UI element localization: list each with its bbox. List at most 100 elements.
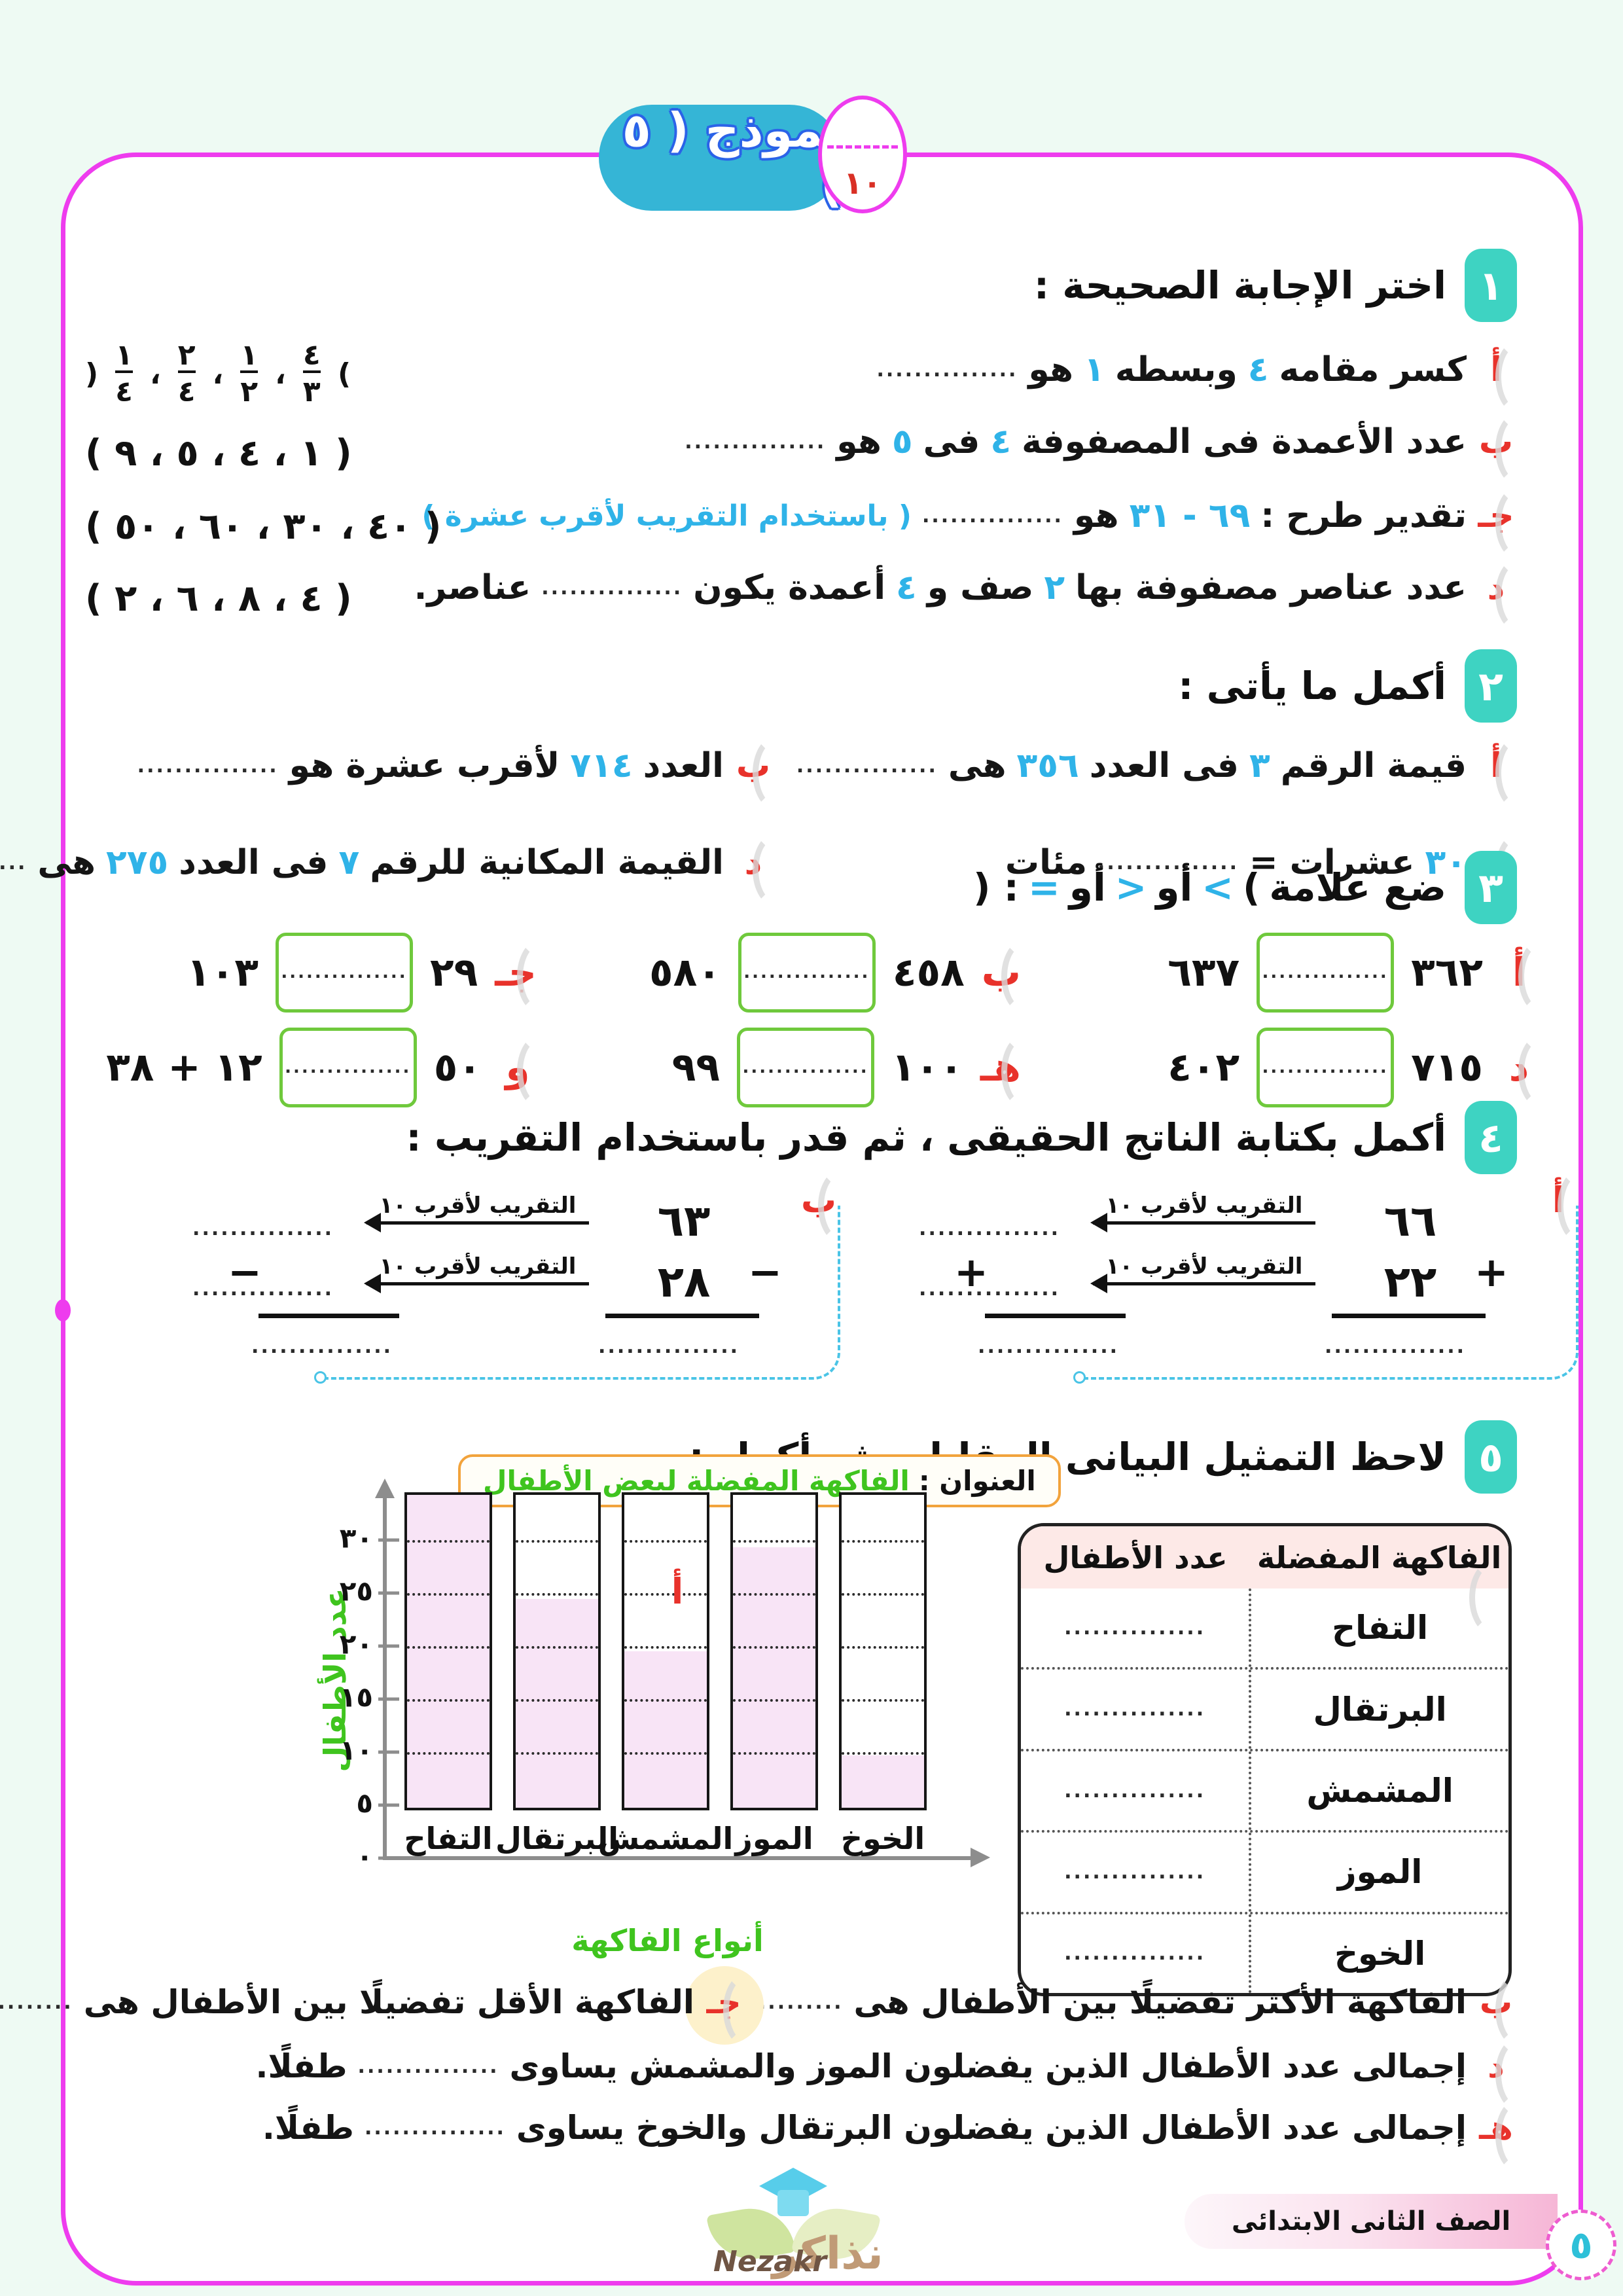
paren: ) : (973, 865, 1020, 910)
bar-البرتقال: البرتقال (495, 1492, 618, 1856)
answer-blank[interactable]: ............... (876, 358, 1018, 382)
text: وبسطه (1115, 350, 1238, 389)
q1-d-choices: ( ٤ ، ٨ ، ٦ ، ٢ ) (85, 577, 352, 620)
number-highlight: ٣٥٦ (1016, 746, 1079, 785)
count-blank[interactable]: ............... (1064, 1616, 1206, 1640)
rounding-note: ( باستخدام التقريب لأقرب عشرة ) (421, 499, 912, 533)
fruit-name: الخوخ (1249, 1914, 1508, 1993)
q3-badge: ٣ (1465, 851, 1517, 924)
rounded-blank[interactable]: ............... (919, 1278, 1060, 1300)
y-tick-label: ٠ (298, 1840, 399, 1873)
less-symbol: < (1115, 865, 1147, 910)
bar-المشمش: المشمش (598, 1492, 733, 1856)
q1-c-choices: ( ٤٠ ، ٣٠ ، ٦٠ ، ٥٠ ) (85, 505, 442, 548)
q2-item-b: ب العدد ٧١٤ لأقرب عشرة هو ..............… (137, 736, 772, 810)
q3-item-e: هـ ١٠٠ ............... ٩٩ (671, 1028, 1021, 1109)
answer-blank[interactable]: ............... (357, 2054, 499, 2078)
item-letter: أ (1500, 939, 1538, 1014)
compare-right-number: ٧١٥ (1411, 1045, 1483, 1090)
arrow-line (364, 1213, 589, 1232)
compare-right-number: ١٠٠ (891, 1045, 963, 1090)
item-letter: أ (1477, 340, 1515, 414)
score-blank-line[interactable] (827, 145, 898, 149)
answer-blank[interactable]: ............... (796, 754, 938, 778)
compare-box[interactable]: ............... (276, 933, 413, 1013)
q4-problem-b: ب ٦٣ التقريب لأقرب ١٠ ............... − … (192, 1169, 838, 1376)
number-highlight: ٢٧٥ (106, 843, 169, 882)
arrow-line (1090, 1213, 1315, 1232)
arrow-line (1090, 1274, 1315, 1293)
chart-y-axis (375, 1479, 395, 1860)
subtrahend: ٢٨ (657, 1257, 711, 1307)
minuend: ٦٣ (657, 1196, 711, 1246)
answer-blank[interactable]: ............... (685, 430, 827, 454)
answer-blank[interactable]: ............... (1097, 851, 1239, 874)
operation-sign: + (954, 1248, 988, 1296)
q1-item-a: أ كسر مقامه ٤ وبسطه ١ هو ............... (876, 340, 1515, 414)
item-letter: أ (1539, 1169, 1577, 1244)
item-letter: جـ (1478, 486, 1514, 560)
compare-left-number: ٦٣٧ (1168, 950, 1240, 996)
compare-left-number: ٩٩ (671, 1045, 721, 1090)
item-letter: د (1477, 2037, 1515, 2111)
compare-box[interactable]: ............... (737, 1028, 875, 1107)
q4-badge: ٤ (1465, 1101, 1517, 1174)
actual-result-blank[interactable]: ............... (598, 1335, 740, 1358)
operation-sign: − (228, 1248, 262, 1296)
chart-title-label: العنوان : (918, 1465, 1036, 1497)
compare-left-number: ٤٠٢ (1168, 1045, 1240, 1090)
q4-title: أكمل بكتابة الناتج الحقيقى ، ثم قدر باست… (406, 1115, 1446, 1160)
number-highlight: ٧١٤ (570, 746, 633, 785)
compare-right-number: ٤٥٨ (892, 950, 965, 996)
compare-box[interactable]: ............... (1257, 1028, 1395, 1107)
rounded-blank[interactable]: ............... (192, 1278, 334, 1300)
estimate-result-blank[interactable]: ............... (251, 1335, 393, 1358)
actual-result-blank[interactable]: ............... (1325, 1335, 1466, 1358)
answer-blank[interactable]: ............... (541, 576, 683, 600)
q5-item-e: هـ إجمالى عدد الأطفال الذين يفضلون البرت… (262, 2098, 1515, 2173)
answer-blank[interactable]: ............... (921, 504, 1063, 528)
answer-blank[interactable]: ............... (364, 2116, 506, 2140)
rounded-blank[interactable]: ............... (919, 1217, 1060, 1240)
text: هو (1028, 350, 1074, 389)
count-blank[interactable]: ............... (1064, 1860, 1206, 1884)
q3-item-a: أ ٣٦٢ ............... ٦٣٧ (1168, 933, 1538, 1014)
fruit-table: الفاكهة المفضلة عدد الأطفال التفاح .....… (1018, 1523, 1512, 1996)
bar-category-label: التفاح (404, 1821, 493, 1856)
operation-sign: − (748, 1248, 782, 1296)
compare-box[interactable]: ............... (738, 933, 876, 1013)
chart-title: الفاكهة المفضلة لبعض الأطفال (483, 1465, 910, 1497)
number-highlight: ٥ (891, 422, 913, 461)
answer-blank[interactable]: ............... (0, 851, 27, 874)
compare-box[interactable]: ............... (279, 1028, 417, 1107)
logo-latin-text: Nezakr (713, 2245, 827, 2278)
count-blank[interactable]: ............... (1064, 1698, 1206, 1721)
answer-blank[interactable]: ............... (137, 754, 279, 778)
table-row: الموز ............... (1021, 1830, 1508, 1912)
y-tick-label: ٢٥ (298, 1575, 399, 1607)
count-blank[interactable]: ............... (1064, 1942, 1206, 1965)
number-highlight: ٧ (338, 843, 360, 882)
text: كسر مقامه (1279, 350, 1467, 389)
count-blank[interactable]: ............... (1064, 1779, 1206, 1803)
y-tick-label: ٥ (298, 1787, 399, 1820)
rounded-blank[interactable]: ............... (192, 1217, 334, 1240)
q1-badge: ١ (1465, 249, 1517, 322)
model-title: نموذج ( ٥ ) (622, 103, 842, 213)
bar-التفاح: التفاح (404, 1492, 493, 1856)
compare-box[interactable]: ............... (1257, 933, 1395, 1013)
answer-blank[interactable]: ............... (0, 1990, 73, 2014)
item-letter: هـ (980, 1034, 1021, 1109)
sum-line (985, 1314, 1126, 1318)
item-letter: د (1500, 1034, 1538, 1109)
q1-b-choices: ( ١ ، ٤ ، ٥ ، ٩ ) (85, 432, 352, 475)
model-title-pill: نموذج ( ٥ ) (599, 103, 842, 213)
bar-الموز: الموز (730, 1492, 818, 1856)
logo-arabic-text: نذاكر (772, 2228, 883, 2280)
estimate-result-blank[interactable]: ............... (978, 1335, 1119, 1358)
item-letter: ب (981, 939, 1021, 1014)
